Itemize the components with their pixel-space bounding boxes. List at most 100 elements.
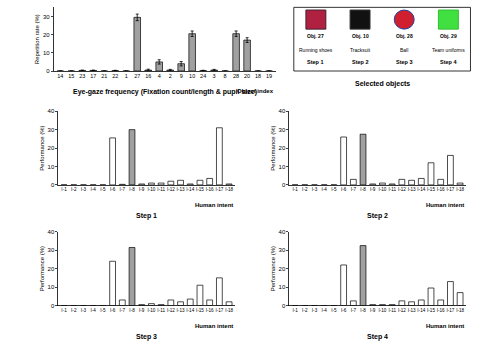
svg-text:30: 30 xyxy=(279,247,286,253)
svg-text:1: 1 xyxy=(125,73,128,79)
svg-text:I-9: I-9 xyxy=(370,187,376,192)
svg-text:I-8: I-8 xyxy=(360,308,366,313)
svg-text:I-16: I-16 xyxy=(437,308,445,313)
svg-text:I-5: I-5 xyxy=(331,308,337,313)
svg-text:I-1: I-1 xyxy=(292,187,298,192)
svg-text:40: 40 xyxy=(279,108,286,114)
svg-text:I-10: I-10 xyxy=(378,308,386,313)
svg-text:I-5: I-5 xyxy=(100,308,106,313)
svg-text:I-16: I-16 xyxy=(437,187,445,192)
svg-text:Step 1: Step 1 xyxy=(136,212,157,220)
svg-text:I-10: I-10 xyxy=(147,187,155,192)
svg-text:15: 15 xyxy=(68,73,74,79)
svg-text:I-13: I-13 xyxy=(177,187,185,192)
svg-text:0: 0 xyxy=(51,182,55,188)
svg-text:I-6: I-6 xyxy=(341,187,347,192)
svg-text:I-14: I-14 xyxy=(186,308,194,313)
svg-text:I-8: I-8 xyxy=(129,308,135,313)
svg-text:I-17: I-17 xyxy=(215,308,223,313)
svg-text:Performance (%): Performance (%) xyxy=(270,246,276,291)
svg-text:Step 1: Step 1 xyxy=(307,59,324,65)
svg-text:I-4: I-4 xyxy=(91,308,97,313)
svg-text:Step 2: Step 2 xyxy=(352,59,369,65)
svg-text:I-14: I-14 xyxy=(417,187,425,192)
svg-text:14: 14 xyxy=(57,73,63,79)
svg-text:I-10: I-10 xyxy=(378,187,386,192)
svg-text:9: 9 xyxy=(180,73,183,79)
svg-text:I-18: I-18 xyxy=(456,187,464,192)
svg-text:Ball: Ball xyxy=(400,47,408,53)
svg-text:I-1: I-1 xyxy=(292,308,298,313)
svg-text:30: 30 xyxy=(43,14,50,20)
svg-text:16: 16 xyxy=(145,73,151,79)
svg-text:24: 24 xyxy=(200,73,206,79)
svg-text:I-12: I-12 xyxy=(167,308,175,313)
svg-text:21: 21 xyxy=(101,73,107,79)
svg-text:I-15: I-15 xyxy=(427,187,435,192)
svg-text:I-4: I-4 xyxy=(322,308,328,313)
svg-text:I-2: I-2 xyxy=(71,187,77,192)
svg-text:I-18: I-18 xyxy=(225,308,233,313)
svg-text:20: 20 xyxy=(279,266,286,272)
svg-text:I-9: I-9 xyxy=(370,308,376,313)
svg-text:Obj. 28: Obj. 28 xyxy=(396,33,413,39)
svg-text:0: 0 xyxy=(46,68,50,74)
svg-text:2: 2 xyxy=(169,73,172,79)
svg-text:23: 23 xyxy=(79,73,85,79)
svg-text:I-16: I-16 xyxy=(206,187,214,192)
svg-text:Selected objects: Selected objects xyxy=(355,80,410,88)
svg-text:Performance (%): Performance (%) xyxy=(39,246,45,291)
svg-text:10: 10 xyxy=(189,73,195,79)
svg-text:I-5: I-5 xyxy=(100,187,106,192)
svg-text:20: 20 xyxy=(43,32,50,38)
svg-text:I-12: I-12 xyxy=(398,187,406,192)
svg-text:I-7: I-7 xyxy=(120,187,126,192)
svg-text:I-2: I-2 xyxy=(302,308,308,313)
svg-text:I-6: I-6 xyxy=(341,308,347,313)
svg-text:28: 28 xyxy=(233,73,239,79)
svg-text:Step 2: Step 2 xyxy=(367,212,388,220)
svg-text:18: 18 xyxy=(255,73,261,79)
svg-text:Step 4: Step 4 xyxy=(367,333,388,341)
svg-text:0: 0 xyxy=(282,182,286,188)
svg-text:20: 20 xyxy=(48,145,55,151)
svg-text:I-17: I-17 xyxy=(215,187,223,192)
svg-text:I-12: I-12 xyxy=(167,187,175,192)
svg-text:I-13: I-13 xyxy=(408,308,416,313)
svg-text:Step 4: Step 4 xyxy=(440,59,457,65)
svg-text:Human intent: Human intent xyxy=(195,202,233,208)
svg-text:I-11: I-11 xyxy=(388,187,396,192)
svg-text:20: 20 xyxy=(244,73,250,79)
svg-text:I-15: I-15 xyxy=(196,187,204,192)
svg-text:I-4: I-4 xyxy=(91,187,97,192)
svg-text:I-18: I-18 xyxy=(456,308,464,313)
svg-text:I-17: I-17 xyxy=(446,187,454,192)
svg-text:I-8: I-8 xyxy=(360,187,366,192)
svg-text:I-3: I-3 xyxy=(81,308,87,313)
svg-text:I-8: I-8 xyxy=(129,187,135,192)
svg-text:Eye-gaze frequency (Fixation c: Eye-gaze frequency (Fixation count/lengt… xyxy=(73,88,257,96)
svg-text:Obj. 10: Obj. 10 xyxy=(352,33,369,39)
svg-text:I-11: I-11 xyxy=(157,308,165,313)
svg-text:17: 17 xyxy=(90,73,96,79)
svg-text:10: 10 xyxy=(279,164,286,170)
svg-text:8: 8 xyxy=(224,73,227,79)
svg-text:Human intent: Human intent xyxy=(426,323,464,329)
svg-text:Tracksuit: Tracksuit xyxy=(350,47,371,53)
svg-text:10: 10 xyxy=(43,50,50,56)
svg-text:0: 0 xyxy=(51,303,55,309)
svg-text:Human intent: Human intent xyxy=(195,323,233,329)
svg-text:40: 40 xyxy=(279,229,286,235)
svg-text:Step 3: Step 3 xyxy=(136,333,157,341)
svg-text:I-2: I-2 xyxy=(302,187,308,192)
svg-text:4: 4 xyxy=(158,73,161,79)
svg-text:10: 10 xyxy=(48,164,55,170)
svg-text:Performance (%): Performance (%) xyxy=(270,125,276,170)
svg-text:I-13: I-13 xyxy=(408,187,416,192)
svg-text:I-11: I-11 xyxy=(388,308,396,313)
svg-text:I-9: I-9 xyxy=(139,308,145,313)
svg-text:I-1: I-1 xyxy=(61,187,67,192)
svg-text:0: 0 xyxy=(282,303,286,309)
svg-text:I-6: I-6 xyxy=(110,308,116,313)
svg-text:I-5: I-5 xyxy=(331,187,337,192)
